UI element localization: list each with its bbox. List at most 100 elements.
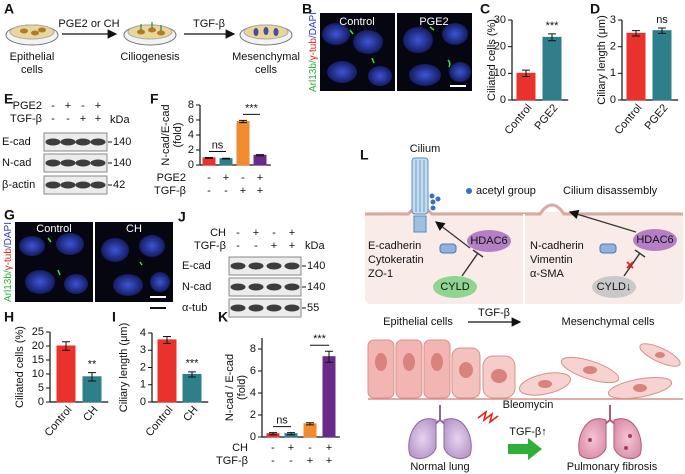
sign: + [240, 185, 246, 197]
sign: - [66, 113, 70, 125]
y-tick-label: 20 [32, 340, 44, 352]
sign: - [289, 455, 293, 467]
sign: + [257, 172, 263, 184]
band [266, 262, 282, 270]
label: CYLD [440, 281, 469, 293]
y-tick-label: 0 [140, 396, 146, 408]
bar [202, 157, 216, 166]
sign: - [271, 455, 275, 467]
nucleus [449, 62, 471, 82]
band [60, 159, 76, 167]
nucleus [409, 64, 441, 86]
y-axis-title: Ciliated cells (%) [486, 19, 498, 101]
label: Pulmonary fibrosis [567, 461, 658, 473]
sign: - [81, 100, 85, 112]
lightning [477, 410, 499, 424]
cilia [140, 22, 162, 31]
y-tick-label: 15 [32, 354, 44, 366]
band [90, 181, 106, 189]
cell [38, 27, 46, 33]
label: Epithelial cells [383, 316, 453, 328]
y-axis-title: (fold) [172, 122, 184, 147]
error-bar [256, 154, 264, 157]
label: HDAC6 [636, 234, 673, 246]
error-bar [287, 432, 295, 436]
normal-lung [408, 405, 472, 459]
y-axis-title: Ciliary length (μm) [118, 323, 130, 412]
nucleus [25, 270, 55, 294]
error-bar [522, 69, 530, 78]
label: TGF-β [478, 307, 510, 319]
cyld [592, 276, 636, 298]
blot-strip [228, 277, 302, 297]
kda-label: 42 [113, 179, 125, 191]
row-label: PGE2 [157, 172, 186, 184]
bar [56, 345, 76, 403]
nucleus [113, 274, 143, 296]
y-tick-label: 0 [38, 396, 44, 408]
image-label: CH [126, 223, 142, 235]
sign: + [257, 185, 263, 197]
error-bar [205, 157, 213, 159]
significance: ns [212, 139, 224, 151]
band [266, 283, 282, 291]
bar [652, 30, 672, 101]
panel-letter: K [218, 309, 228, 325]
label: Mesenchymal cells [562, 316, 655, 328]
y-tick-label: 0 [188, 159, 194, 171]
nucleus [327, 61, 357, 83]
bar [303, 423, 317, 438]
y-tick-label: 10 [494, 67, 506, 79]
band [230, 262, 246, 270]
band [266, 304, 282, 312]
significance: ** [88, 359, 97, 371]
image-label: Control [339, 16, 374, 28]
unit-label: kDa [305, 240, 325, 252]
band-label: β-actin [2, 179, 35, 191]
y-tick-label: 8 [188, 99, 194, 111]
arrow [568, 209, 637, 233]
y-tick-label: 25 [32, 326, 44, 338]
band-label: N-cad [2, 157, 31, 169]
panel-a: A Epithelial cells PGE2 or CH Ciliogenes… [4, 1, 300, 76]
basal-body [413, 215, 427, 233]
bar [626, 32, 646, 101]
label: cells [255, 64, 278, 76]
tubulin [599, 243, 617, 254]
bar [253, 154, 267, 166]
sign: - [207, 185, 211, 197]
error-bar [548, 33, 556, 42]
arrow [435, 221, 471, 249]
acetyl [430, 199, 436, 205]
error-bar [188, 371, 196, 378]
significance: *** [546, 20, 560, 32]
band [284, 262, 300, 270]
panel-b: B Arl13b/γ-tub/DAPI Control PGE2 [302, 1, 472, 92]
x-tick-label: PGE2 [532, 102, 560, 132]
band [75, 138, 91, 146]
cell [273, 28, 279, 36]
sign: + [326, 455, 332, 467]
label: cells [21, 64, 44, 76]
cell [137, 29, 145, 35]
band [75, 181, 91, 189]
cell [157, 30, 165, 36]
row-label: PGE2 [13, 100, 42, 112]
error-bar [632, 30, 640, 37]
nucleus [139, 235, 165, 257]
cyld [433, 276, 477, 298]
cilia [349, 26, 451, 68]
sign: + [288, 442, 294, 454]
row-label: TGF-β [216, 455, 248, 467]
microtubules [415, 160, 425, 212]
bar [322, 356, 336, 438]
significance: ns [276, 415, 288, 427]
significance: *** [245, 102, 259, 114]
band-label: E-cad [2, 136, 31, 148]
band [90, 159, 106, 167]
error-bar [239, 119, 247, 124]
label: TGF-β↑ [509, 426, 547, 438]
sign: + [80, 113, 86, 125]
band [230, 283, 246, 291]
